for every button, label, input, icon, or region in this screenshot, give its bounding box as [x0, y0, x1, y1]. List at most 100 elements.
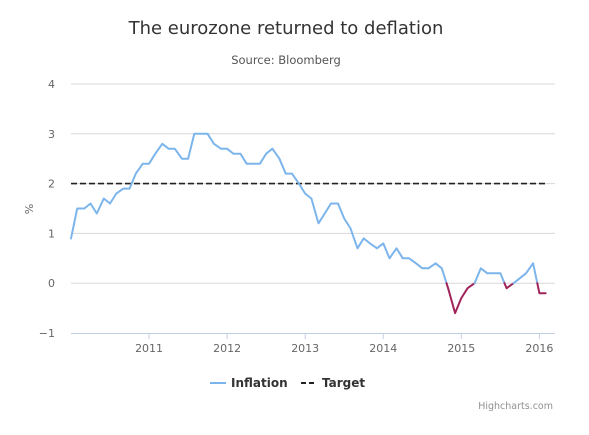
data-point[interactable]: [341, 215, 347, 221]
series-inflation-segment: [70, 132, 448, 285]
data-point[interactable]: [113, 191, 119, 197]
data-point[interactable]: [315, 220, 321, 226]
data-point[interactable]: [257, 161, 263, 167]
legend-item-target[interactable]: Target: [301, 376, 365, 390]
data-point[interactable]: [367, 240, 373, 246]
data-point[interactable]: [419, 265, 425, 271]
data-point[interactable]: [465, 285, 471, 291]
legend-label: Target: [322, 376, 365, 390]
y-tick-label: 3: [48, 128, 55, 141]
data-point[interactable]: [322, 210, 328, 216]
data-point[interactable]: [237, 151, 243, 157]
data-point[interactable]: [224, 146, 230, 152]
data-point[interactable]: [472, 280, 478, 286]
data-point[interactable]: [88, 201, 94, 207]
y-tick-label: 1: [48, 227, 55, 240]
x-tick-label: 2014: [369, 342, 397, 355]
data-point[interactable]: [458, 295, 464, 301]
x-axis: 2011 2012 2013 2014 2015 2016: [71, 333, 555, 355]
data-point[interactable]: [523, 270, 529, 276]
legend: Inflation Target: [210, 376, 365, 390]
data-point[interactable]: [211, 141, 217, 147]
data-point[interactable]: [497, 270, 503, 276]
data-point[interactable]: [536, 290, 542, 296]
y-tick-label: −1: [39, 327, 55, 340]
plot-area: [68, 131, 549, 316]
data-point[interactable]: [74, 206, 80, 212]
data-point[interactable]: [283, 171, 289, 177]
data-point[interactable]: [107, 201, 113, 207]
data-point[interactable]: [152, 151, 158, 157]
series-inflation-segment: [512, 262, 539, 285]
chart-title: The eurozone returned to deflation: [128, 18, 444, 39]
data-point[interactable]: [354, 245, 360, 251]
data-point[interactable]: [361, 235, 367, 241]
data-point[interactable]: [205, 131, 211, 137]
data-point[interactable]: [433, 260, 439, 266]
data-point[interactable]: [127, 186, 133, 192]
x-tick-label: 2012: [213, 342, 241, 355]
y-axis-label: %: [23, 204, 36, 214]
data-point[interactable]: [140, 161, 146, 167]
data-point[interactable]: [387, 255, 393, 261]
data-point[interactable]: [244, 161, 250, 167]
data-point[interactable]: [406, 255, 412, 261]
data-point[interactable]: [250, 161, 256, 167]
y-tick-label: 4: [48, 78, 55, 91]
data-point[interactable]: [94, 210, 100, 216]
data-point[interactable]: [68, 235, 74, 241]
data-point[interactable]: [511, 280, 517, 286]
data-point[interactable]: [530, 260, 536, 266]
data-point[interactable]: [374, 245, 380, 251]
data-point[interactable]: [159, 141, 165, 147]
data-point[interactable]: [218, 146, 224, 152]
data-point[interactable]: [179, 156, 185, 162]
data-point[interactable]: [191, 131, 197, 137]
data-point[interactable]: [452, 310, 458, 316]
data-point[interactable]: [230, 151, 236, 157]
data-point[interactable]: [439, 265, 445, 271]
y-axis: −1 0 1 2 3 4: [39, 78, 55, 340]
data-point[interactable]: [445, 285, 451, 291]
data-point[interactable]: [504, 285, 510, 291]
y-tick-label: 0: [48, 277, 55, 290]
data-point[interactable]: [491, 270, 497, 276]
data-point[interactable]: [380, 240, 386, 246]
data-point[interactable]: [426, 265, 432, 271]
data-point[interactable]: [302, 191, 308, 197]
credits-link[interactable]: Highcharts.com: [478, 401, 553, 412]
data-point[interactable]: [484, 270, 490, 276]
data-point[interactable]: [296, 181, 302, 187]
data-point[interactable]: [347, 225, 353, 231]
data-point[interactable]: [289, 171, 295, 177]
data-point[interactable]: [276, 156, 282, 162]
data-point[interactable]: [263, 151, 269, 157]
data-point[interactable]: [172, 146, 178, 152]
legend-item-inflation[interactable]: Inflation: [210, 376, 288, 390]
data-point[interactable]: [478, 265, 484, 271]
data-point[interactable]: [198, 131, 204, 137]
data-point[interactable]: [335, 201, 341, 207]
data-point[interactable]: [120, 186, 126, 192]
data-point[interactable]: [413, 260, 419, 266]
data-point[interactable]: [328, 201, 334, 207]
y-tick-label: 2: [48, 178, 55, 191]
data-point[interactable]: [146, 161, 152, 167]
x-tick-label: 2011: [135, 342, 163, 355]
legend-label: Inflation: [231, 376, 288, 390]
series-inflation-negative-segment: [536, 282, 547, 295]
series-inflation-negative-segment: [503, 282, 515, 290]
chart-subtitle: Source: Bloomberg: [231, 53, 341, 67]
data-point[interactable]: [394, 245, 400, 251]
data-point[interactable]: [269, 146, 275, 152]
data-point[interactable]: [166, 146, 172, 152]
data-point[interactable]: [543, 290, 549, 296]
data-point[interactable]: [308, 196, 314, 202]
series-inflation-segment: [473, 267, 506, 285]
data-point[interactable]: [133, 171, 139, 177]
data-point[interactable]: [517, 275, 523, 281]
data-point[interactable]: [101, 196, 107, 202]
data-point[interactable]: [400, 255, 406, 261]
data-point[interactable]: [81, 206, 87, 212]
data-point[interactable]: [185, 156, 191, 162]
